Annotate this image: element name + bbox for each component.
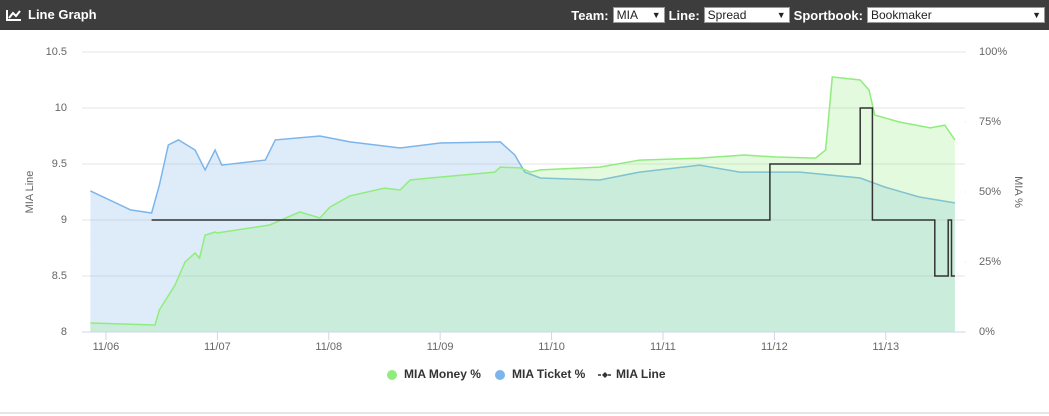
y2-tick-label: 75% [979,116,1001,128]
control-label: Sportbook: [793,7,863,23]
x-tick-label: 11/07 [204,341,231,353]
legend-label: MIA Money % [404,367,481,381]
header-title: Line Graph [6,7,97,22]
y2-tick-label: 100% [979,46,1007,58]
x-tick-label: 11/13 [872,341,899,353]
y-axis-title: MIA Line [24,171,36,214]
y-tick-label: 8.5 [52,270,67,282]
y-tick-label: 9 [61,214,67,226]
area [90,136,955,332]
y2-tick-label: 50% [979,186,1001,198]
dropdown[interactable]: Bookmaker [867,7,1045,23]
x-tick-label: 11/10 [538,341,565,353]
y-tick-label: 10.5 [46,46,67,58]
title-text: Line Graph [28,7,97,22]
y2-tick-label: 0% [979,326,995,338]
x-tick-label: 11/06 [93,341,120,353]
legend-marker [495,370,505,380]
x-tick-label: 11/11 [650,341,676,353]
x-tick-label: 11/08 [315,341,342,353]
y2-tick-label: 25% [979,256,1001,268]
area [90,76,955,333]
header: Line Graph Team:MIALine:SpreadSportbook:… [0,0,1049,30]
x-tick-label: 11/12 [761,341,788,353]
x-tick-label: 11/09 [427,341,454,353]
y-tick-label: 10 [55,102,67,114]
line [151,107,955,277]
control-label: Team: [571,7,609,23]
dropdown[interactable]: Spread [703,7,790,23]
legend-marker [602,372,608,378]
y-tick-label: 8 [61,326,67,338]
line [90,76,956,326]
chart-icon [6,9,21,21]
legend-label: MIA Ticket % [512,367,586,381]
legend-marker [387,370,397,380]
y2-axis-title: MIA % [1012,176,1024,208]
dropdown[interactable]: MIA [612,7,665,23]
line [90,135,956,214]
y-tick-label: 9.5 [52,158,67,170]
legend-label: MIA Line [616,367,666,381]
control-label: Line: [668,7,700,23]
